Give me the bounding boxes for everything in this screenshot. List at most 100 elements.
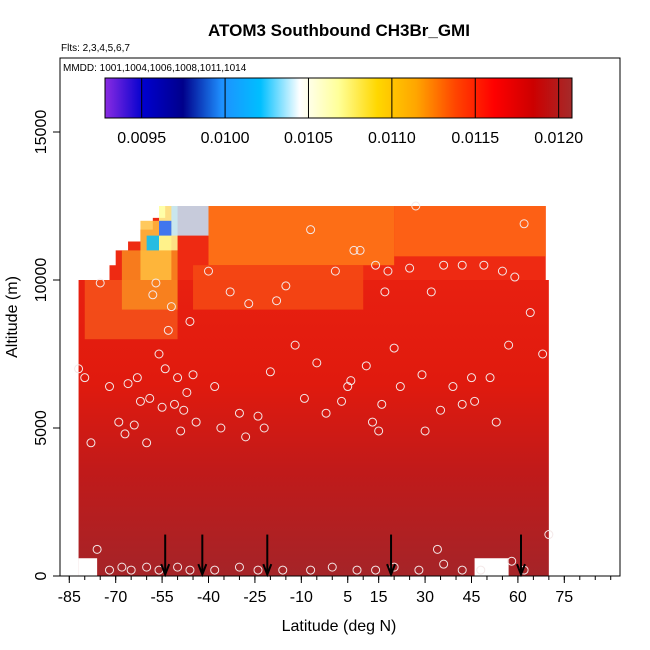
flights-label: Flts: 2,3,4,5,6,7 (61, 43, 130, 54)
field-band (208, 206, 395, 266)
sample-point (114, 417, 124, 427)
sample-point (519, 219, 529, 229)
colorbar-tick-label: 0.0120 (534, 130, 583, 147)
sample-point (142, 562, 152, 572)
sample-point (485, 373, 495, 383)
field-band (394, 206, 546, 257)
sample-point (457, 399, 467, 409)
sample-point (361, 361, 371, 371)
plot-frame (59, 57, 621, 577)
sample-point (176, 426, 186, 436)
arrow-head (386, 563, 396, 578)
sample-point (166, 302, 176, 312)
sample-point (321, 408, 331, 418)
sample-point (129, 420, 139, 430)
sample-point (312, 358, 322, 368)
sample-point (145, 393, 155, 403)
field-band (159, 220, 172, 236)
sample-point (497, 266, 507, 276)
sample-point (470, 396, 480, 406)
sample-point (126, 565, 136, 575)
field-band (146, 235, 160, 251)
x-tick-label: -10 (290, 589, 313, 606)
sample-point (92, 544, 102, 554)
sample-point (132, 373, 142, 383)
sample-point (426, 287, 436, 297)
x-tick-label: 60 (509, 589, 527, 606)
x-tick-label: -40 (197, 589, 220, 606)
colorbar-tick-label: 0.0095 (117, 130, 166, 147)
sample-point (439, 559, 449, 569)
sample-point (306, 565, 316, 575)
sample-point (327, 562, 337, 572)
sample-point (380, 287, 390, 297)
colorbar-tick-label: 0.0115 (451, 130, 499, 147)
sample-point (355, 245, 365, 255)
x-tick-label: -55 (151, 589, 174, 606)
dates-label: MMDD: 1001,1004,1006,1008,1011,1014 (63, 63, 247, 74)
y-axis: 0 5000 10000 15000 (33, 110, 60, 580)
sample-point (281, 281, 291, 291)
sample-point (265, 367, 275, 377)
sample-point (405, 263, 415, 273)
sample-point (330, 266, 340, 276)
sample-point (80, 373, 90, 383)
arrow-head (160, 563, 171, 578)
sample-point (377, 399, 387, 409)
sample-point (395, 382, 405, 392)
sample-point (389, 343, 399, 353)
sample-point (95, 278, 105, 288)
sample-point (343, 382, 353, 392)
flight-arrows (160, 534, 526, 578)
y-axis-label: Altitude (m) (4, 276, 21, 358)
x-tick-label: -85 (58, 589, 81, 606)
sample-point (457, 260, 467, 270)
x-tick-label: 15 (370, 589, 388, 606)
x-tick-label: -70 (104, 589, 127, 606)
sample-point (191, 417, 201, 427)
sample-point (507, 556, 517, 566)
sample-point (544, 530, 554, 540)
sample-point (346, 376, 356, 386)
y-tick-label: 5000 (33, 410, 50, 446)
sample-point (86, 438, 96, 448)
sample-point (476, 565, 486, 575)
sample-point (234, 562, 244, 572)
x-tick-label: -25 (243, 589, 266, 606)
sample-point (105, 565, 115, 575)
sample-point (466, 373, 476, 383)
sample-point (169, 399, 179, 409)
x-tick-label: 75 (555, 589, 573, 606)
colorbar: 0.0095 0.0100 0.0105 0.0110 0.0115 0.0120 (104, 77, 583, 147)
sample-point (491, 417, 501, 427)
sample-point (290, 340, 300, 350)
sample-point (241, 432, 251, 442)
sample-point (510, 272, 520, 282)
sample-point (349, 245, 359, 255)
sample-point (151, 278, 161, 288)
sample-point (367, 417, 377, 427)
sample-point (135, 396, 145, 406)
sample-points (74, 201, 554, 575)
sample-point (105, 382, 115, 392)
x-axis-label: Latitude (deg N) (282, 618, 397, 635)
sample-point (123, 379, 133, 389)
sample-point (457, 565, 467, 575)
colorbar-tick-label: 0.0110 (368, 130, 416, 147)
sample-point (436, 405, 446, 415)
colorbar-tick-label: 0.0105 (284, 130, 333, 147)
sample-point (299, 393, 309, 403)
sample-point (148, 290, 158, 300)
sample-point (448, 382, 458, 392)
sample-point (154, 349, 164, 359)
sample-point (479, 260, 489, 270)
sample-point (182, 387, 192, 397)
x-axis: -85 -70 -55 -40 -25 -10 5 15 30 45 60 75 (58, 576, 612, 606)
sample-point (383, 266, 393, 276)
sample-point (244, 299, 254, 309)
sample-point (253, 565, 263, 575)
sample-point (337, 396, 347, 406)
arrow-head (262, 563, 273, 578)
field-band (193, 265, 364, 310)
